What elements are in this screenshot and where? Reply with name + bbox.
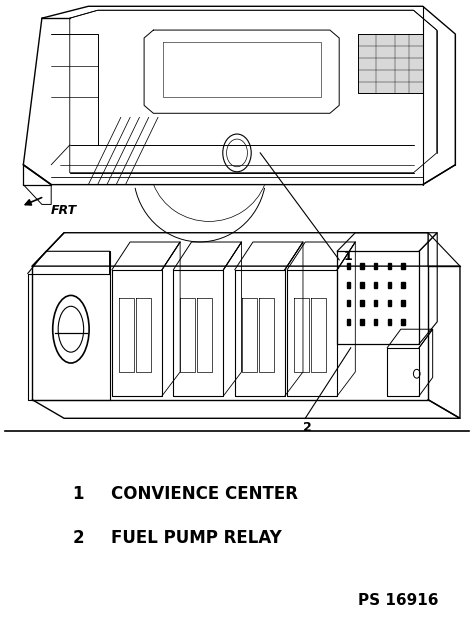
Bar	[347, 263, 350, 269]
Bar	[347, 300, 350, 306]
Text: PS 16916: PS 16916	[358, 593, 438, 608]
Text: 2: 2	[303, 421, 312, 435]
Bar	[347, 282, 350, 287]
Polygon shape	[358, 34, 423, 94]
Text: FUEL PUMP RELAY: FUEL PUMP RELAY	[111, 529, 282, 547]
Bar	[374, 282, 377, 287]
Bar	[347, 319, 350, 325]
Bar	[388, 282, 391, 287]
Text: 1: 1	[73, 485, 84, 503]
Bar	[374, 263, 377, 269]
Bar	[360, 282, 364, 287]
Text: 2: 2	[73, 529, 84, 547]
Bar	[401, 300, 405, 306]
Bar	[401, 263, 405, 269]
Text: CONVIENCE CENTER: CONVIENCE CENTER	[111, 485, 299, 503]
Bar	[388, 319, 391, 325]
Bar	[401, 319, 405, 325]
Bar	[401, 282, 405, 287]
Text: FRT: FRT	[51, 204, 77, 217]
Bar	[388, 300, 391, 306]
Bar	[374, 319, 377, 325]
Bar	[360, 263, 364, 269]
Bar	[360, 319, 364, 325]
Bar	[388, 263, 391, 269]
Bar	[374, 300, 377, 306]
Bar	[360, 300, 364, 306]
Text: 1: 1	[344, 250, 353, 264]
